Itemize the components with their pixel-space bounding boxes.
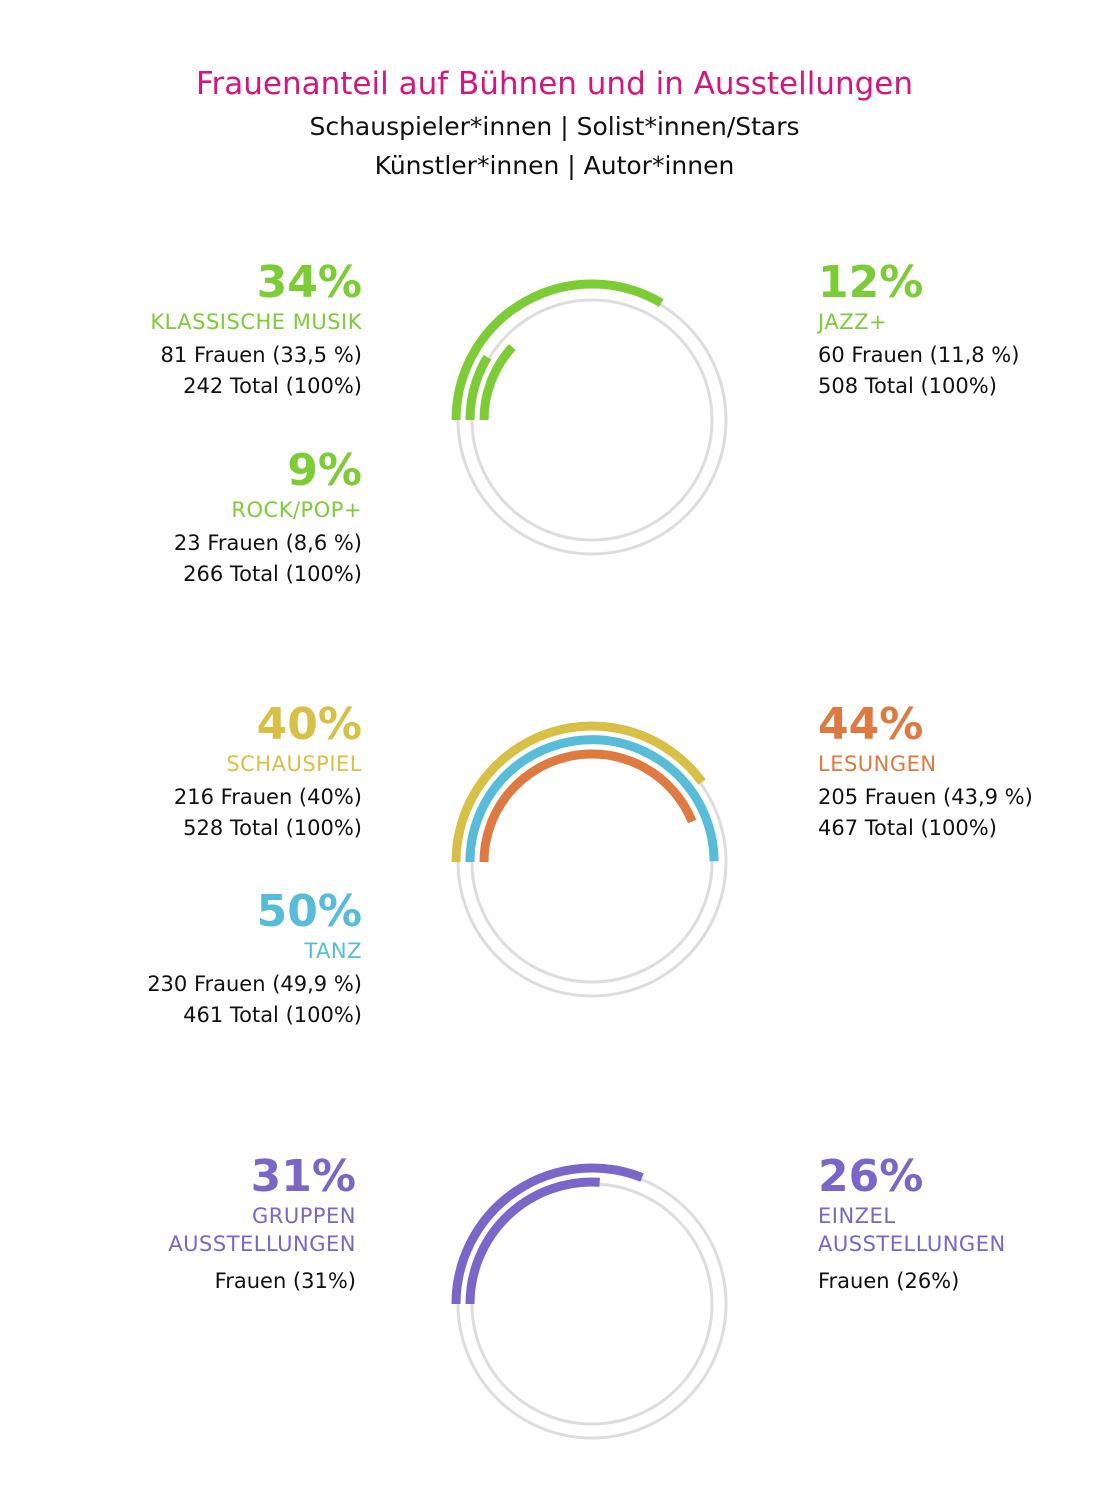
arc-lesungen (479, 749, 697, 863)
women-count: 216 Frauen (40%) (173, 785, 362, 809)
pct-label: 40% (256, 699, 362, 750)
category-label: KLASSISCHE MUSIK (150, 310, 362, 334)
label-lesungen: 44% LESUNGEN 205 Frauen (43,9 %) 467 Tot… (818, 700, 1109, 844)
page-title: Frauenanteil auf Bühnen und in Ausstellu… (195, 66, 914, 102)
women-count: Frauen (26%) (818, 1269, 960, 1293)
arc-rock-pop- (465, 354, 492, 421)
label-jazz: 12% JAZZ+ 60 Frauen (11,8 %) 508 Total (… (818, 258, 1109, 402)
label-rock-pop: 9% ROCK/POP+ 23 Frauen (8,6 %) 266 Total… (32, 446, 362, 590)
women-count: 60 Frauen (11,8 %) (818, 343, 1020, 367)
arc-klassische-musik (451, 279, 664, 421)
category-label-line2: AUSSTELLUNGEN (168, 1232, 356, 1256)
category-label-line2: AUSSTELLUNGEN (818, 1232, 1006, 1256)
label-einzel-ausstellungen: 26% EINZEL AUSSTELLUNGEN Frauen (26%) (818, 1152, 1109, 1297)
category-label: TANZ (304, 939, 362, 963)
total-count: 528 Total (100%) (183, 816, 362, 840)
arc-gruppen (451, 1163, 644, 1305)
pct-label: 12% (818, 257, 924, 308)
pct-label: 9% (287, 445, 362, 496)
women-count: 230 Frauen (49,9 %) (147, 972, 362, 996)
arc-tanz (465, 735, 719, 863)
pct-label: 31% (250, 1151, 356, 1202)
total-count: 467 Total (100%) (818, 816, 997, 840)
label-tanz: 50% TANZ 230 Frauen (49,9 %) 461 Total (… (32, 887, 362, 1031)
pct-label: 26% (818, 1151, 924, 1202)
total-count: 266 Total (100%) (183, 562, 362, 586)
label-klassische-musik: 34% KLASSISCHE MUSIK 81 Frauen (33,5 %) … (32, 258, 362, 402)
category-label: JAZZ+ (818, 310, 888, 334)
women-count: 81 Frauen (33,5 %) (160, 343, 362, 367)
total-count: 461 Total (100%) (183, 1003, 362, 1027)
ring-track (470, 298, 714, 542)
women-count: 205 Frauen (43,9 %) (818, 785, 1033, 809)
arc-jazz- (479, 344, 516, 421)
women-count: Frauen (31%) (214, 1269, 356, 1293)
category-label: ROCK/POP+ (231, 498, 362, 522)
page-subtitle-line1: Schauspieler*innen | Solist*innen/Stars (309, 112, 800, 141)
total-count: 242 Total (100%) (183, 374, 362, 398)
label-gruppen-ausstellungen: 31% GRUPPEN AUSSTELLUNGEN Frauen (31%) (26, 1152, 356, 1297)
page-subtitle-line2: Künstler*innen | Autor*innen (374, 151, 735, 180)
arc-schauspiel (451, 721, 706, 863)
arc-einzel (465, 1177, 600, 1305)
women-count: 23 Frauen (8,6 %) (173, 531, 362, 555)
category-label: LESUNGEN (818, 752, 937, 776)
pct-label: 44% (818, 699, 924, 750)
label-schauspiel: 40% SCHAUSPIEL 216 Frauen (40%) 528 Tota… (32, 700, 362, 844)
category-label-line1: EINZEL (818, 1204, 896, 1228)
total-count: 508 Total (100%) (818, 374, 997, 398)
category-label: SCHAUSPIEL (226, 752, 362, 776)
category-label-line1: GRUPPEN (251, 1204, 356, 1228)
pct-label: 50% (256, 886, 362, 937)
pct-label: 34% (256, 257, 362, 308)
